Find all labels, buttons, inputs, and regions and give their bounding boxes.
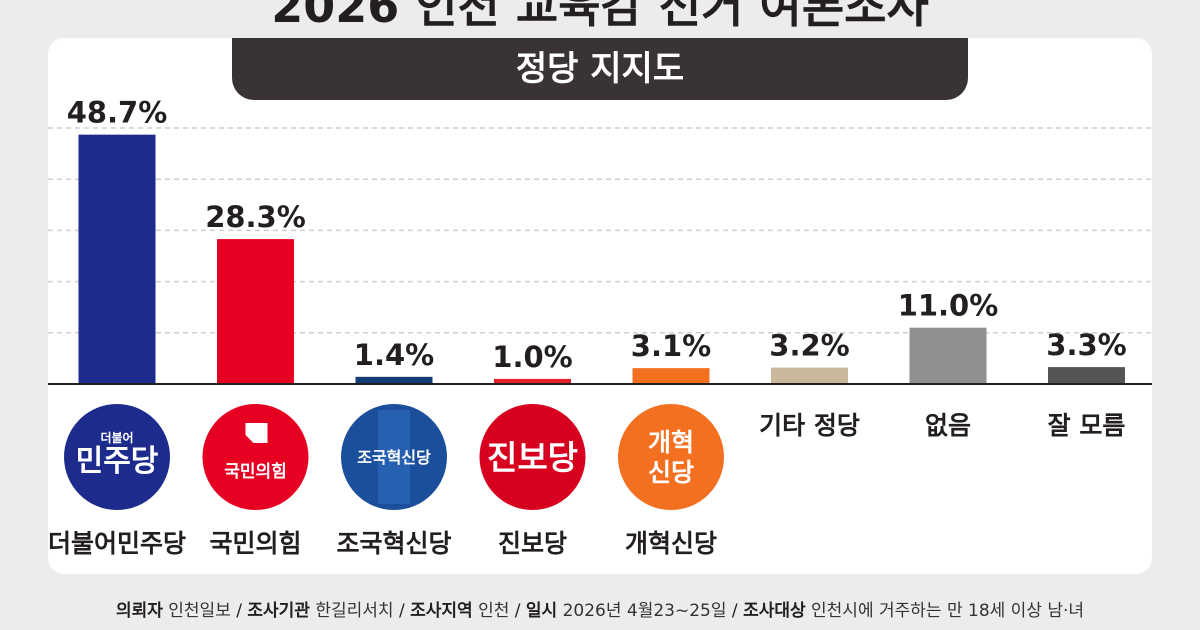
target-label: 조사대상 [743, 601, 806, 621]
bar [1048, 367, 1125, 384]
svg-text:진보당: 진보당 [487, 438, 578, 477]
category-label: 잘 모름 [1048, 411, 1126, 440]
value-label: 3.2% [769, 329, 849, 363]
date-value: 2026년 4월23~25일 [562, 601, 727, 621]
category-label: 진보당 [498, 529, 567, 558]
rebuilding-korea-party-logo: 조국혁신당 [341, 404, 447, 510]
bar-chart: 48.7% 28.3% 1.4% 1.0% 3.1% 3.2% 11.0% 3.3% 더불어민… [48, 96, 1152, 558]
chart-subtitle: 정당 지지도 [232, 38, 968, 100]
value-label: 3.3% [1046, 328, 1126, 362]
category-label: 조국혁신당 [336, 529, 451, 558]
bars [48, 134, 1152, 385]
svg-text:더불어: 더불어 [100, 430, 133, 445]
value-label: 48.7% [67, 96, 168, 130]
reform-party-logo: 개혁신당 [618, 404, 724, 510]
category-label: 없음 [925, 411, 971, 440]
svg-text:국민의힘: 국민의힘 [224, 461, 287, 482]
value-label: 1.0% [492, 340, 572, 374]
category-label: 국민의힘 [209, 529, 301, 558]
main-title: 2026 인천 교육감 선거 여론조사 [271, 0, 929, 33]
bar [632, 368, 710, 384]
category-label: 더불어민주당 [48, 529, 186, 558]
svg-text:신당: 신당 [648, 458, 694, 487]
bar [909, 327, 987, 384]
region-label: 조사지역 [410, 601, 473, 621]
bar [217, 239, 294, 384]
region-value: 인천 [478, 601, 510, 621]
date-label: 일시 [525, 601, 558, 621]
value-label: 28.3% [205, 200, 306, 234]
svg-text:조국혁신당: 조국혁신당 [357, 448, 431, 467]
democratic-party-logo: 더불어민주당 [64, 404, 170, 510]
agency-value: 한길리서치 [315, 601, 394, 621]
bar [355, 376, 433, 384]
progressive-party-logo: 진보당 [479, 404, 586, 510]
svg-text:민주당: 민주당 [76, 444, 159, 479]
category-label: 기타 정당 [759, 411, 860, 440]
value-labels: 48.7% 28.3% 1.4% 1.0% 3.1% 3.2% 11.0% 3.3% [67, 96, 1127, 374]
agency-label: 조사기관 [247, 601, 310, 621]
bar [78, 134, 156, 384]
bar [494, 378, 571, 384]
client-value: 인천일보 [168, 601, 231, 621]
value-label: 1.4% [354, 338, 434, 372]
value-label: 11.0% [898, 289, 999, 323]
category-label: 개혁신당 [625, 529, 717, 558]
value-label: 3.1% [631, 329, 711, 363]
survey-info: 의뢰자 인천일보 / 조사기관 한길리서치 / 조사지역 인천 / 일시 202… [115, 601, 1085, 621]
people-power-party-logo: 국민의힘 [202, 404, 309, 510]
svg-text:개혁: 개혁 [648, 428, 694, 457]
bar [771, 367, 848, 384]
target-value: 인천시에 거주하는 만 18세 이상 남·녀 [811, 601, 1085, 621]
client-label: 의뢰자 [115, 601, 163, 621]
